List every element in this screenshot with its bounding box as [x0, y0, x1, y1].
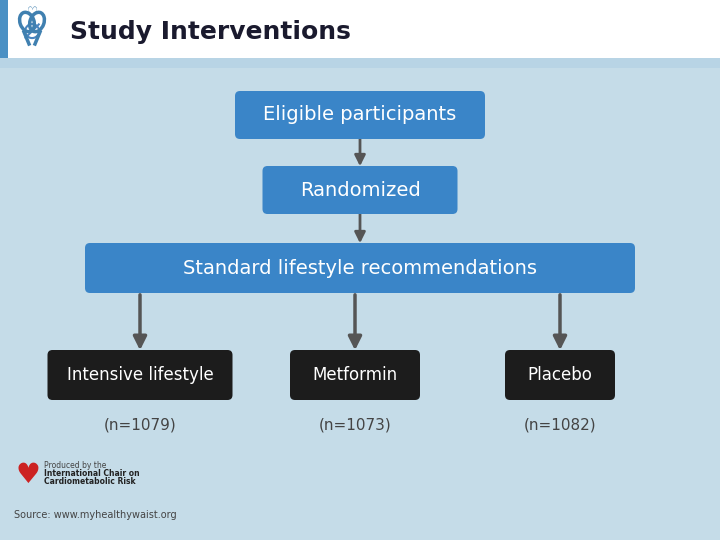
FancyBboxPatch shape: [290, 350, 420, 400]
Text: ♡: ♡: [27, 5, 37, 18]
Text: International Chair on: International Chair on: [44, 469, 140, 478]
Text: Standard lifestyle recommendations: Standard lifestyle recommendations: [183, 259, 537, 278]
Text: (n=1079): (n=1079): [104, 418, 176, 433]
FancyBboxPatch shape: [85, 243, 635, 293]
FancyBboxPatch shape: [263, 166, 457, 214]
FancyBboxPatch shape: [48, 350, 233, 400]
FancyBboxPatch shape: [0, 0, 720, 58]
Text: Intensive lifestyle: Intensive lifestyle: [67, 366, 213, 384]
Text: Randomized: Randomized: [300, 180, 420, 199]
Text: Eligible participants: Eligible participants: [264, 105, 456, 125]
Text: Produced by the: Produced by the: [44, 462, 107, 470]
Text: ⌀: ⌀: [23, 16, 41, 44]
Text: Metformin: Metformin: [312, 366, 397, 384]
FancyBboxPatch shape: [0, 58, 720, 68]
Text: Study Interventions: Study Interventions: [70, 20, 351, 44]
FancyBboxPatch shape: [235, 91, 485, 139]
Text: Source: www.myhealthywaist.org: Source: www.myhealthywaist.org: [14, 510, 176, 520]
Text: Cardiometabolic Risk: Cardiometabolic Risk: [44, 477, 135, 487]
FancyBboxPatch shape: [505, 350, 615, 400]
Text: ♥: ♥: [16, 461, 40, 489]
FancyBboxPatch shape: [0, 0, 8, 58]
Text: (n=1073): (n=1073): [319, 418, 392, 433]
Text: Placebo: Placebo: [528, 366, 593, 384]
Text: (n=1082): (n=1082): [523, 418, 596, 433]
